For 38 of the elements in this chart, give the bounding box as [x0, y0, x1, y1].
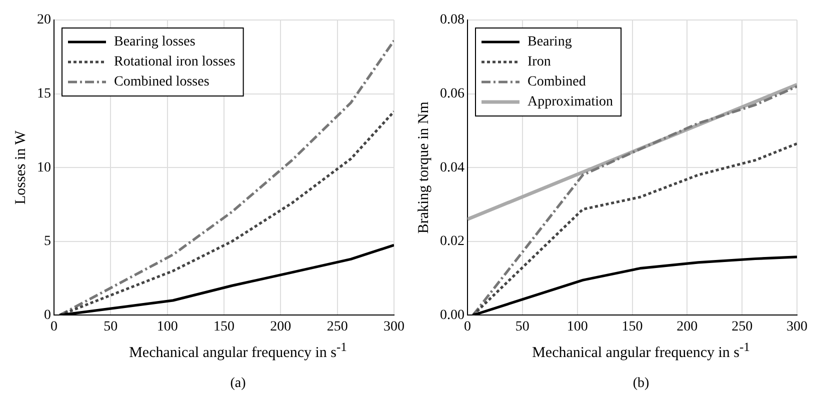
- x-tick-label: 100: [156, 319, 178, 334]
- x-tick-label: 300: [384, 319, 404, 334]
- x-tick-label: 250: [732, 319, 753, 334]
- y-tick-label: 0.08: [440, 12, 464, 28]
- x-tick-label: 150: [622, 319, 643, 334]
- y-tick-label: 20: [37, 12, 51, 28]
- y-tick-label: 0.04: [440, 160, 464, 176]
- legend-label: Bearing: [528, 34, 572, 50]
- line-series: [58, 110, 394, 316]
- y-axis-title: Losses in W: [12, 130, 29, 205]
- legend-label: Iron: [528, 54, 551, 70]
- y-tick-label: 0: [44, 308, 51, 323]
- x-tick-label: 50: [104, 319, 118, 334]
- line-series: [472, 85, 797, 316]
- line-series: [472, 142, 797, 316]
- y-tick-label: 15: [37, 86, 51, 102]
- legend-label: Combined losses: [114, 74, 210, 90]
- x-tick-label: 300: [786, 319, 808, 334]
- y-tick-label: 0.00: [440, 308, 464, 323]
- y-tick-label: 0.02: [440, 234, 464, 250]
- x-axis-title: Mechanical angular frequency in s$^{-1}$: [128, 340, 348, 362]
- legend-label: Rotational iron losses: [114, 54, 236, 70]
- y-tick-label: 5: [44, 234, 51, 250]
- x-tick-label: 50: [515, 319, 530, 334]
- legend-label: Bearing losses: [114, 34, 196, 50]
- legend-label: Combined: [528, 74, 586, 90]
- x-tick-label: 250: [326, 319, 348, 334]
- text: (a): [229, 376, 247, 392]
- y-tick-label: 10: [37, 160, 51, 176]
- legend-label: Approximation: [528, 94, 614, 110]
- x-tick-label: 200: [270, 319, 292, 334]
- text: (b): [632, 376, 650, 392]
- y-axis-title: Braking torque in Nm: [416, 101, 432, 234]
- y-tick-label: 0.06: [440, 86, 464, 102]
- x-axis-title: Mechanical angular frequency in s$^{-1}$: [531, 340, 751, 362]
- x-tick-label: 200: [676, 319, 698, 334]
- x-tick-label: 150: [214, 319, 234, 334]
- x-tick-label: 100: [566, 319, 588, 334]
